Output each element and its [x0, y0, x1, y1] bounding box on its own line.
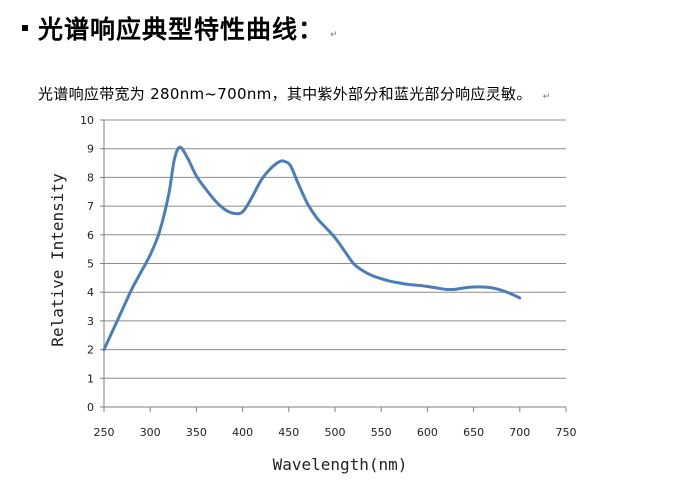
x-tick-label: 600: [417, 426, 438, 439]
y-tick-labels: 0 1 2 3 4 5 6 7 8 9 10: [80, 114, 94, 414]
bullet-icon: [22, 25, 28, 31]
x-tick-label: 700: [509, 426, 530, 439]
x-tick-label: 500: [325, 426, 346, 439]
y-tick-label: 5: [87, 258, 94, 271]
y-tick-label: 4: [87, 286, 94, 299]
x-axis-title: Wavelength(nm): [273, 455, 408, 474]
y-tick-label: 9: [87, 143, 94, 156]
y-tick-label: 6: [87, 229, 94, 242]
paragraph-mark-icon: ↵: [542, 92, 551, 102]
x-tick-label: 450: [278, 426, 299, 439]
y-tick-label: 1: [87, 372, 94, 385]
heading: 光谱响应典型特性曲线： ↵: [22, 8, 338, 48]
paragraph-mark-icon: ↵: [330, 30, 338, 40]
x-tick-label: 550: [371, 426, 392, 439]
x-tick-label: 350: [186, 426, 207, 439]
x-tick-labels: 250 300 350 400 450 500 550 600 650 700 750: [94, 426, 577, 439]
y-tick-label: 8: [87, 171, 94, 184]
description-text: 光谱响应带宽为 280nm~700nm，其中紫外部分和蓝光部分响应灵敏。: [38, 85, 532, 103]
axes: [100, 119, 567, 412]
y-tick-label: 0: [87, 401, 94, 414]
x-tick-label: 300: [140, 426, 161, 439]
x-tick-label: 650: [463, 426, 484, 439]
y-tick-label: 3: [87, 315, 94, 328]
y-tick-label: 7: [87, 200, 94, 213]
series: [102, 145, 522, 352]
heading-title: 光谱响应典型特性曲线：: [38, 15, 325, 44]
description: 光谱响应带宽为 280nm~700nm，其中紫外部分和蓝光部分响应灵敏。 ↵: [38, 83, 551, 104]
y-tick-label: 2: [87, 344, 94, 357]
x-tick-label: 250: [94, 426, 115, 439]
y-axis-title: Relative Intensity: [48, 173, 67, 347]
y-tick-label: 10: [80, 114, 94, 127]
series-line: [102, 145, 522, 352]
x-tick-label: 750: [556, 426, 577, 439]
x-tick-label: 400: [232, 426, 253, 439]
